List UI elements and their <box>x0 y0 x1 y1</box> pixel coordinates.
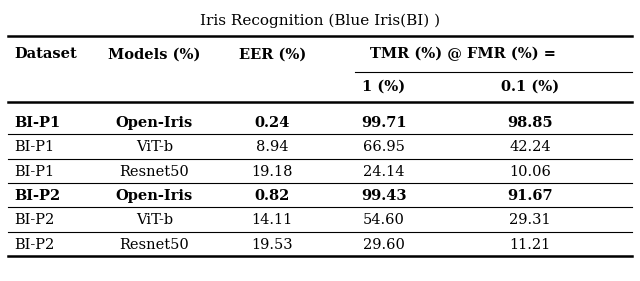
Text: 99.43: 99.43 <box>361 189 406 203</box>
Text: 11.21: 11.21 <box>509 238 551 252</box>
Text: 54.60: 54.60 <box>363 213 404 227</box>
Text: 10.06: 10.06 <box>509 165 551 179</box>
Text: BI-P2: BI-P2 <box>14 238 54 252</box>
Text: ViT-b: ViT-b <box>136 213 173 227</box>
Text: BI-P1: BI-P1 <box>14 116 60 130</box>
Text: 8.94: 8.94 <box>256 140 289 155</box>
Text: BI-P2: BI-P2 <box>14 213 54 227</box>
Text: ViT-b: ViT-b <box>136 140 173 155</box>
Text: Dataset: Dataset <box>14 47 77 61</box>
Text: 42.24: 42.24 <box>509 140 551 155</box>
Text: Resnet50: Resnet50 <box>120 165 189 179</box>
Text: Open-Iris: Open-Iris <box>116 116 193 130</box>
Text: BI-P1: BI-P1 <box>14 140 54 155</box>
Text: 0.82: 0.82 <box>255 189 290 203</box>
Text: 29.60: 29.60 <box>363 238 404 252</box>
Text: 98.85: 98.85 <box>508 116 553 130</box>
Text: 0.1 (%): 0.1 (%) <box>501 80 559 94</box>
Text: 0.24: 0.24 <box>255 116 290 130</box>
Text: 99.71: 99.71 <box>361 116 406 130</box>
Text: 1 (%): 1 (%) <box>362 80 405 94</box>
Text: 91.67: 91.67 <box>508 189 553 203</box>
Text: TMR (%) @ FMR (%) =: TMR (%) @ FMR (%) = <box>371 47 556 62</box>
Text: Resnet50: Resnet50 <box>120 238 189 252</box>
Text: Models (%): Models (%) <box>108 47 200 61</box>
Text: EER (%): EER (%) <box>239 47 306 61</box>
Text: 29.31: 29.31 <box>509 213 551 227</box>
Text: Open-Iris: Open-Iris <box>116 189 193 203</box>
Text: BI-P2: BI-P2 <box>14 189 60 203</box>
Text: 14.11: 14.11 <box>252 213 293 227</box>
Text: 66.95: 66.95 <box>363 140 404 155</box>
Text: 19.53: 19.53 <box>252 238 293 252</box>
Text: BI-P1: BI-P1 <box>14 165 54 179</box>
Text: 19.18: 19.18 <box>252 165 293 179</box>
Text: Iris Recognition (Blue Iris(BI) ): Iris Recognition (Blue Iris(BI) ) <box>200 14 440 28</box>
Text: 24.14: 24.14 <box>363 165 404 179</box>
